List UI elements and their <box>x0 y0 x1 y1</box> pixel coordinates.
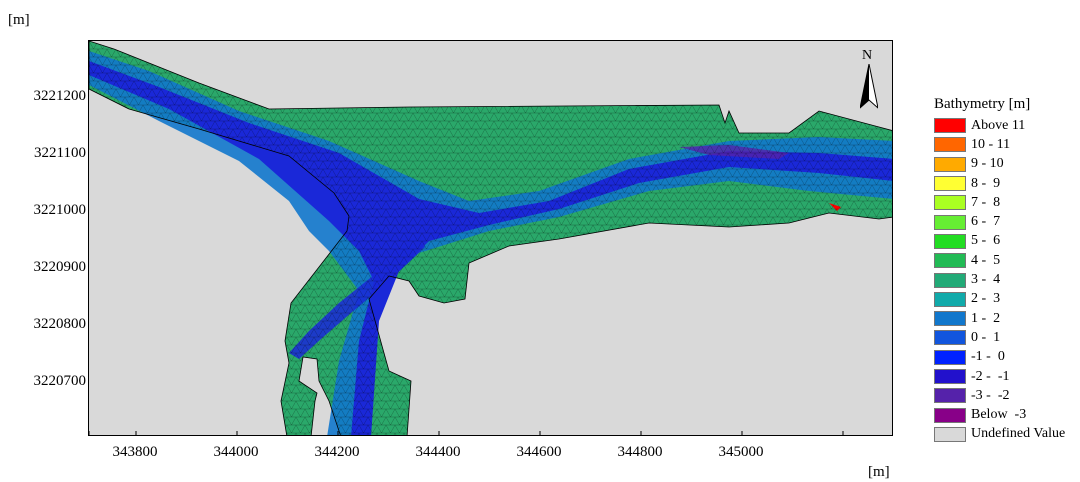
legend-swatch <box>934 330 966 346</box>
y-tick-label: 3220800 <box>33 316 87 332</box>
legend-swatch <box>934 369 966 384</box>
legend-label: Above 11 <box>971 117 1026 133</box>
y-tick-label: 3221000 <box>33 202 87 218</box>
legend-label: Below -3 <box>971 407 1027 423</box>
north-arrow: N <box>856 48 882 114</box>
legend-item: 5 - 6 <box>934 232 1080 251</box>
y-axis-unit: [m] <box>8 12 30 28</box>
x-tick-label: 344000 <box>213 444 259 460</box>
legend: Bathymetry [m] Above 11 10 - 11 9 - 10 8 - … <box>934 96 1080 444</box>
legend-item: -2 - -1 <box>934 367 1080 386</box>
legend-item: -1 - 0 <box>934 348 1080 367</box>
legend-label: 1 - 2 <box>971 310 1001 326</box>
legend-item: 2 - 3 <box>934 290 1080 309</box>
legend-label: -3 - -2 <box>971 387 1010 403</box>
legend-label: Undefined Value <box>971 426 1066 442</box>
legend-swatch <box>934 195 966 211</box>
legend-label: 3 - 4 <box>971 272 1001 288</box>
legend-item: 8 - 9 <box>934 174 1080 193</box>
x-tick-label: 343800 <box>112 444 158 460</box>
x-tick-label: 344800 <box>617 444 663 460</box>
legend-item: 3 - 4 <box>934 270 1080 289</box>
x-tick-label: 345000 <box>718 444 764 460</box>
legend-swatch <box>934 426 966 442</box>
legend-label: 9 - 10 <box>971 156 1004 172</box>
x-axis-ticks <box>89 431 844 435</box>
legend-item: 0 - 1 <box>934 328 1080 347</box>
legend-swatch <box>934 311 966 327</box>
legend-swatch <box>934 388 966 404</box>
legend-label: -2 - -1 <box>971 368 1010 384</box>
y-tick-label: 3221100 <box>34 145 86 161</box>
legend-item: 7 - 8 <box>934 193 1080 212</box>
legend-label: 5 - 6 <box>971 233 1001 249</box>
x-tick-label: 344200 <box>314 444 360 460</box>
legend-swatch <box>934 118 966 134</box>
legend-title: Bathymetry [m] <box>934 96 1031 112</box>
map-canvas <box>89 41 892 435</box>
legend-swatch <box>934 291 966 307</box>
legend-item: -3 - -2 <box>934 386 1080 405</box>
legend-swatch <box>934 176 966 192</box>
legend-label: 4 - 5 <box>971 252 1001 268</box>
legend-label: -1 - 0 <box>971 349 1005 365</box>
legend-swatch <box>934 272 966 288</box>
x-tick-label: 344400 <box>415 444 461 460</box>
legend-item: 9 - 10 <box>934 155 1080 174</box>
x-tick-label: 344600 <box>516 444 562 460</box>
legend-item: 6 - 7 <box>934 212 1080 231</box>
legend-swatch <box>934 349 966 365</box>
mesh-overlay <box>89 41 892 435</box>
y-tick-label: 3220900 <box>33 259 87 275</box>
y-tick-label: 3220700 <box>33 373 87 389</box>
north-label: N <box>862 48 873 63</box>
legend-label: 2 - 3 <box>971 291 1001 307</box>
legend-swatch <box>934 214 966 230</box>
legend-item: Above 11 <box>934 116 1080 135</box>
legend-item: 1 - 2 <box>934 309 1080 328</box>
legend-item: 10 - 11 <box>934 135 1080 154</box>
legend-swatch <box>934 233 966 249</box>
legend-swatch <box>934 407 966 423</box>
legend-swatch <box>934 156 966 172</box>
legend-item: Undefined Value <box>934 425 1080 444</box>
x-axis-unit: [m] <box>868 464 890 480</box>
legend-label: 8 - 9 <box>971 175 1001 191</box>
legend-label: 10 - 11 <box>971 136 1011 152</box>
legend-label: 7 - 8 <box>971 194 1001 210</box>
north-arrow-icon <box>860 64 878 109</box>
legend-swatch <box>934 137 966 153</box>
legend-swatch <box>934 253 966 269</box>
legend-label: 6 - 7 <box>971 214 1001 230</box>
y-tick-label: 3221200 <box>33 88 87 104</box>
legend-item: 4 - 5 <box>934 251 1080 270</box>
legend-items: Above 11 10 - 11 9 - 10 8 - 9 7 - 8 6 - 7 5 - … <box>934 116 1080 444</box>
legend-item: Below -3 <box>934 405 1080 424</box>
bathymetry-map[interactable] <box>88 40 893 436</box>
legend-label: 0 - 1 <box>971 329 1001 345</box>
